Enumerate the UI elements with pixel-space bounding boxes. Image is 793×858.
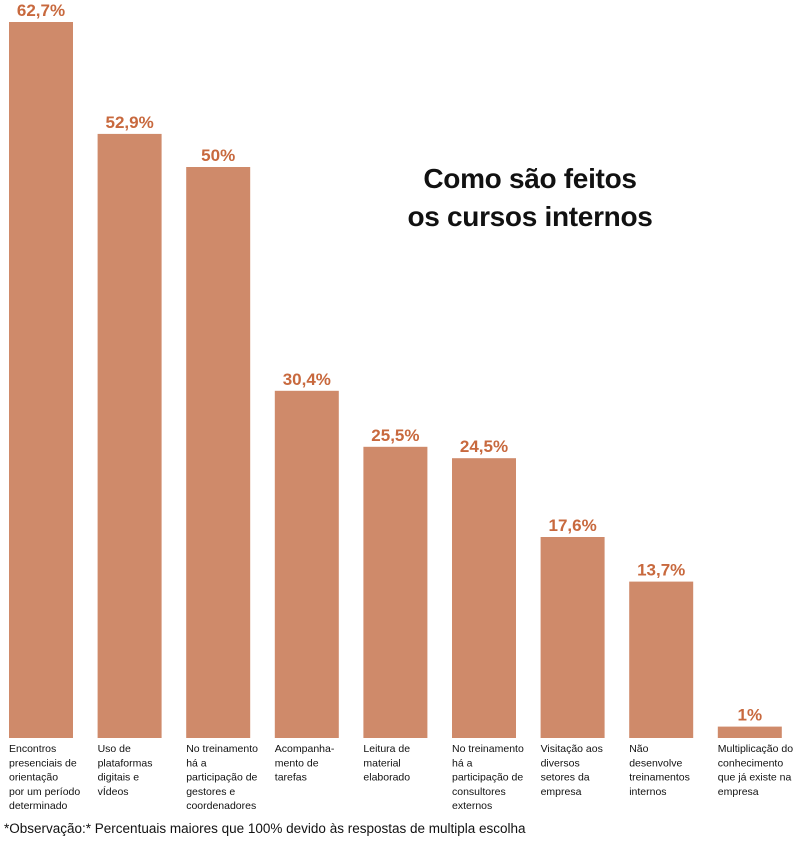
bar-9 [717, 726, 782, 738]
bar-5 [363, 446, 428, 738]
category-label-2: Uso de plataformas digitais e vÍdeos [98, 743, 153, 798]
bar-3 [186, 167, 251, 738]
data-label-8: 13,7% [637, 561, 685, 580]
data-label-7: 17,6% [548, 516, 596, 535]
data-label-9: 1% [738, 706, 763, 725]
data-label-1: 62,7% [17, 1, 65, 20]
bar-1 [9, 22, 73, 738]
bar-2 [97, 133, 162, 738]
footnote: *Observação:* Percentuais maiores que 10… [4, 821, 526, 836]
category-label-5: Leitura de material elaborado [363, 743, 410, 784]
chart-title-line-2: os cursos internos [407, 201, 653, 232]
data-label-2: 52,9% [105, 113, 153, 132]
category-label-4: Acompanha-mento de tarefas [275, 743, 335, 784]
bar-7 [540, 537, 605, 738]
bar-4 [274, 390, 339, 738]
data-label-4: 30,4% [283, 370, 331, 389]
category-label-8: Não desenvolve treinamentos internos [629, 743, 690, 798]
data-label-3: 50% [201, 146, 235, 165]
chart-title-line-1: Como são feitos [423, 163, 637, 194]
data-label-5: 25,5% [371, 426, 419, 445]
bar-6 [452, 458, 516, 738]
category-label-6: No treinamento há a participação de consult… [452, 743, 524, 812]
chart-title: Como são feitos os cursos internos [380, 160, 680, 236]
category-label-1: Encontros presenciais de orientação por um … [9, 743, 80, 812]
bar-8 [629, 581, 694, 738]
data-label-6: 24,5% [460, 437, 508, 456]
category-label-7: Visitação aos diversos setores da empresa [541, 743, 603, 798]
category-label-3: No treinamento há a participação de gestore… [186, 743, 258, 812]
category-label-9: Multiplicação do conhecimento que já exist… [718, 743, 793, 798]
